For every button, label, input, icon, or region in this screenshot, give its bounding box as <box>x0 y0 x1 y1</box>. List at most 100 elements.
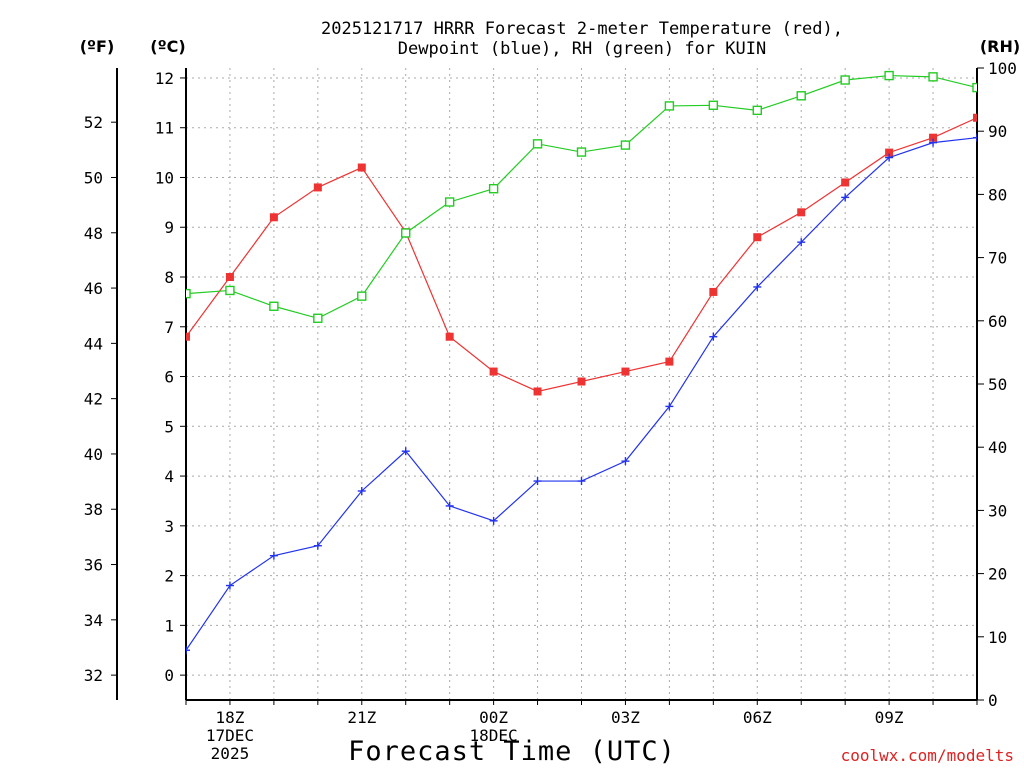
x-tick-label: 09Z <box>875 708 904 727</box>
rh-unit-label: (RH) <box>980 37 1020 56</box>
dewpoint-point <box>841 193 850 202</box>
fahrenheit-tick-label: 50 <box>84 168 103 187</box>
dewpoint-point <box>885 153 894 162</box>
celsius-tick-label: 12 <box>155 69 174 88</box>
dewpoint-point <box>445 501 454 510</box>
temperature-point <box>445 332 454 341</box>
data-series <box>186 70 977 655</box>
fahrenheit-unit-label: (ºF) <box>80 37 115 56</box>
temperature-point <box>973 113 977 122</box>
dewpoint-point <box>357 486 366 495</box>
series-rh <box>186 70 977 323</box>
fahrenheit-tick-label: 44 <box>84 334 103 353</box>
rh-point <box>620 140 631 150</box>
x-axis-label: Forecast Time (UTC) <box>348 736 676 767</box>
temperature-point <box>885 148 894 157</box>
rh-tick-label: 0 <box>988 691 998 710</box>
temperature-point <box>621 367 630 376</box>
rh-point <box>752 105 762 116</box>
x-tick-label: 06Z <box>743 708 772 727</box>
series-dewpoint <box>186 133 977 655</box>
chart-title: 2025121717 HRRR Forecast 2-meter Tempera… <box>321 19 843 59</box>
rh-point <box>532 139 543 149</box>
dewpoint-point <box>797 238 806 247</box>
rh-tick-label: 40 <box>988 438 1007 457</box>
fahrenheit-tick-label: 34 <box>84 611 103 630</box>
rh-point <box>840 75 850 85</box>
temperature-point <box>225 273 234 282</box>
fahrenheit-tick-label: 36 <box>84 556 103 575</box>
rh-tick-label: 50 <box>988 375 1007 394</box>
dewpoint-point <box>313 541 322 550</box>
celsius-tick-label: 9 <box>164 218 174 237</box>
rh-tick-label: 100 <box>988 59 1017 78</box>
temperature-point <box>313 183 322 192</box>
rh-tick-label: 20 <box>988 565 1007 584</box>
x-tick-label: 18Z <box>215 708 244 727</box>
fahrenheit-tick-label: 48 <box>84 224 103 243</box>
dewpoint-point <box>401 447 410 456</box>
rh-tick-label: 30 <box>988 501 1007 520</box>
dewpoint-point <box>533 477 542 486</box>
dewpoint-point <box>665 402 674 411</box>
rh-point <box>401 228 411 238</box>
x-tick-label: 21Z <box>347 708 376 727</box>
fahrenheit-tick-label: 42 <box>84 390 103 409</box>
rh-point <box>488 184 499 194</box>
rh-point <box>664 101 675 111</box>
temperature-point <box>577 377 586 386</box>
rh-tick-label: 90 <box>988 122 1007 141</box>
celsius-tick-label: 1 <box>164 616 174 635</box>
temperature-point <box>357 163 366 172</box>
celsius-tick-label: 7 <box>164 318 174 337</box>
temperature-point <box>841 178 850 187</box>
series-temperature <box>186 113 977 396</box>
temperature-point <box>186 332 190 341</box>
celsius-tick-label: 11 <box>155 119 174 138</box>
fahrenheit-tick-label: 38 <box>84 500 103 519</box>
temperature-point <box>533 387 542 396</box>
rh-point <box>796 91 806 101</box>
dewpoint-point <box>973 133 977 142</box>
x-tick-label: 18DEC <box>470 726 518 745</box>
rh-point <box>972 82 977 93</box>
celsius-tick-label: 5 <box>164 417 174 436</box>
temperature-point <box>665 357 674 366</box>
temperature-point <box>797 208 806 217</box>
x-tick-label: 00Z <box>479 708 508 727</box>
x-tick-label: 03Z <box>611 708 640 727</box>
celsius-unit-label: (ºC) <box>150 37 185 56</box>
rh-point <box>313 313 323 323</box>
rh-tick-label: 70 <box>988 249 1007 268</box>
rh-point <box>884 70 894 81</box>
rh-point <box>225 285 235 296</box>
dewpoint-point <box>709 332 718 341</box>
axes: 0123456789101112323436384042444648505201… <box>84 59 1017 763</box>
rh-point <box>357 291 367 301</box>
x-tick-label: 2025 <box>211 744 250 763</box>
title-line-2: Dewpoint (blue), RH (green) for KUIN <box>398 39 766 59</box>
celsius-tick-label: 10 <box>155 168 174 187</box>
dewpoint-point <box>489 516 498 525</box>
fahrenheit-tick-label: 46 <box>84 279 103 298</box>
credit-text: coolwx.com/modelts <box>841 746 1014 765</box>
rh-point <box>186 288 191 299</box>
rh-point <box>928 72 938 82</box>
temperature-point <box>709 287 718 296</box>
x-tick-label: 17DEC <box>206 726 254 745</box>
rh-point <box>444 197 455 207</box>
rh-point <box>269 301 279 311</box>
rh-tick-label: 60 <box>988 312 1007 331</box>
rh-point <box>576 147 587 157</box>
celsius-tick-label: 0 <box>164 666 174 685</box>
temperature-point <box>269 213 278 222</box>
rh-tick-label: 10 <box>988 628 1007 647</box>
dewpoint-point <box>621 457 630 466</box>
temperature-point <box>489 367 498 376</box>
celsius-tick-label: 6 <box>164 368 174 387</box>
celsius-tick-label: 3 <box>164 517 174 536</box>
celsius-tick-label: 4 <box>164 467 174 486</box>
dewpoint-point <box>929 138 938 147</box>
fahrenheit-tick-label: 52 <box>84 113 103 132</box>
